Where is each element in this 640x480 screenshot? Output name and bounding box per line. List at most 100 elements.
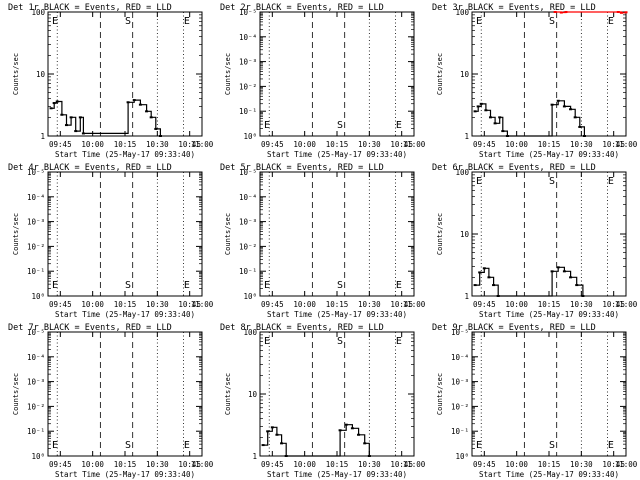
y-tick-label: 10 — [36, 70, 46, 79]
panel-title: Det 2r BLACK = Events, RED = LLD — [220, 3, 384, 13]
y-tick-label: 10⁻⁵ — [27, 328, 45, 337]
x-axis-label: Start Time (25-May-17 09:33:40) — [267, 150, 407, 159]
y-tick-label: 10⁻¹ — [239, 107, 257, 116]
series-point — [138, 103, 142, 106]
series-point — [149, 116, 153, 119]
panel-title: Det 3r BLACK = Events, RED = LLD — [432, 3, 596, 13]
end-marker: E — [184, 280, 190, 291]
x-axis-label: Start Time (25-May-17 09:33:40) — [55, 310, 195, 319]
x-axis-label: Start Time (25-May-17 09:33:40) — [479, 470, 619, 479]
series-point — [476, 105, 480, 108]
series-point — [578, 125, 582, 128]
panel-title: Det 6r BLACK = Events, RED = LLD — [432, 163, 596, 173]
y-tick-label: 10⁻¹ — [239, 267, 257, 276]
y-tick-label: 10⁻⁵ — [451, 328, 469, 337]
plot-frame — [47, 331, 203, 457]
series-point — [158, 135, 162, 137]
series-point — [616, 11, 620, 13]
series-point — [49, 107, 53, 110]
x-axis-label: Start Time (25-May-17 09:33:40) — [267, 470, 407, 479]
start-marker: S — [125, 16, 131, 27]
x-tick-label: 10:15 — [538, 140, 561, 149]
y-axis-label: Counts/sec — [224, 213, 232, 255]
series-point — [74, 130, 78, 133]
y-tick-label: 10⁻³ — [239, 58, 257, 67]
series-point — [266, 430, 270, 433]
series-point — [573, 116, 577, 119]
x-tick-label: 09:45 — [49, 460, 72, 469]
x-tick-label: 10:00 — [293, 460, 316, 469]
x-tick-label: 10:45 — [390, 300, 413, 309]
y-tick-label: 10⁰ — [243, 292, 257, 301]
y-tick-label: 100 — [243, 328, 257, 337]
series-point — [275, 433, 279, 436]
x-tick-label: 11:00 — [615, 300, 638, 309]
y-tick-label: 10⁻³ — [27, 378, 45, 387]
plot-frame — [47, 171, 203, 297]
series-point — [488, 116, 492, 119]
y-axis-label: Counts/sec — [12, 213, 20, 255]
panel-title: Det 8r BLACK = Events, RED = LLD — [220, 323, 384, 333]
start-marker: S — [125, 440, 131, 451]
y-tick-label: 1 — [464, 132, 469, 141]
y-tick-label: 10⁻¹ — [451, 427, 469, 436]
series-point — [284, 455, 288, 457]
x-tick-label: 10:15 — [326, 300, 349, 309]
start-marker: S — [549, 16, 555, 27]
detector-panel-5: Det 5r BLACK = Events, RED = LLD Counts/s… — [220, 163, 426, 319]
y-tick-label: 10⁻² — [27, 242, 45, 251]
x-tick-label: 10:15 — [114, 140, 137, 149]
end-marker: E — [264, 120, 270, 131]
end-marker: E — [184, 440, 190, 451]
series-point — [363, 442, 367, 445]
y-tick-label: 10⁻⁴ — [451, 353, 469, 362]
x-tick-label: 10:45 — [602, 460, 625, 469]
x-tick-label: 10:30 — [358, 300, 381, 309]
panel-title: Det 1r BLACK = Events, RED = LLD — [8, 3, 172, 13]
series-point — [479, 102, 483, 105]
x-tick-label: 09:45 — [49, 300, 72, 309]
start-marker: S — [337, 120, 343, 131]
series-point — [624, 11, 628, 14]
start-marker: S — [125, 280, 131, 291]
y-tick-label: 10⁻² — [239, 82, 257, 91]
x-axis-label: Start Time (25-May-17 09:33:40) — [55, 150, 195, 159]
series-point — [564, 11, 568, 13]
detector-panel-1: Det 1r BLACK = Events, RED = LLD Counts/s… — [8, 3, 214, 159]
panel-title: Det 9r BLACK = Events, RED = LLD — [432, 323, 596, 333]
series-point — [562, 105, 566, 108]
x-tick-label: 10:15 — [114, 460, 137, 469]
series-point — [473, 284, 477, 287]
detector-panel-7: Det 7r BLACK = Events, RED = LLD Counts/s… — [8, 323, 214, 479]
end-marker: E — [396, 336, 402, 347]
x-axis-label: Start Time (25-May-17 09:33:40) — [479, 150, 619, 159]
panel-title: Det 7r BLACK = Events, RED = LLD — [8, 323, 172, 333]
x-tick-label: 09:45 — [49, 140, 72, 149]
x-tick-label: 09:45 — [261, 460, 284, 469]
detector-panel-4: Det 4r BLACK = Events, RED = LLD Counts/s… — [8, 163, 214, 319]
y-tick-label: 1 — [252, 452, 257, 461]
x-axis-label: Start Time (25-May-17 09:33:40) — [479, 310, 619, 319]
series-point — [478, 271, 482, 274]
x-tick-label: 10:15 — [326, 460, 349, 469]
x-tick-label: 10:30 — [146, 300, 169, 309]
series-point — [69, 116, 73, 119]
series-point — [482, 267, 486, 270]
end-marker: E — [476, 176, 482, 187]
y-tick-label: 10⁰ — [31, 452, 45, 461]
series-point — [52, 102, 56, 105]
plot-frame — [259, 11, 415, 137]
series-point — [338, 429, 342, 432]
x-tick-label: 10:00 — [81, 140, 104, 149]
x-tick-label: 10:30 — [146, 460, 169, 469]
x-tick-label: 10:00 — [81, 300, 104, 309]
start-marker: S — [549, 176, 555, 187]
y-tick-label: 10⁻³ — [27, 218, 45, 227]
x-tick-label: 09:45 — [473, 300, 496, 309]
y-axis-label: Counts/sec — [436, 53, 444, 95]
y-tick-label: 1 — [40, 132, 45, 141]
end-marker: E — [608, 16, 614, 27]
series-point — [493, 122, 497, 125]
series-point — [569, 276, 573, 279]
